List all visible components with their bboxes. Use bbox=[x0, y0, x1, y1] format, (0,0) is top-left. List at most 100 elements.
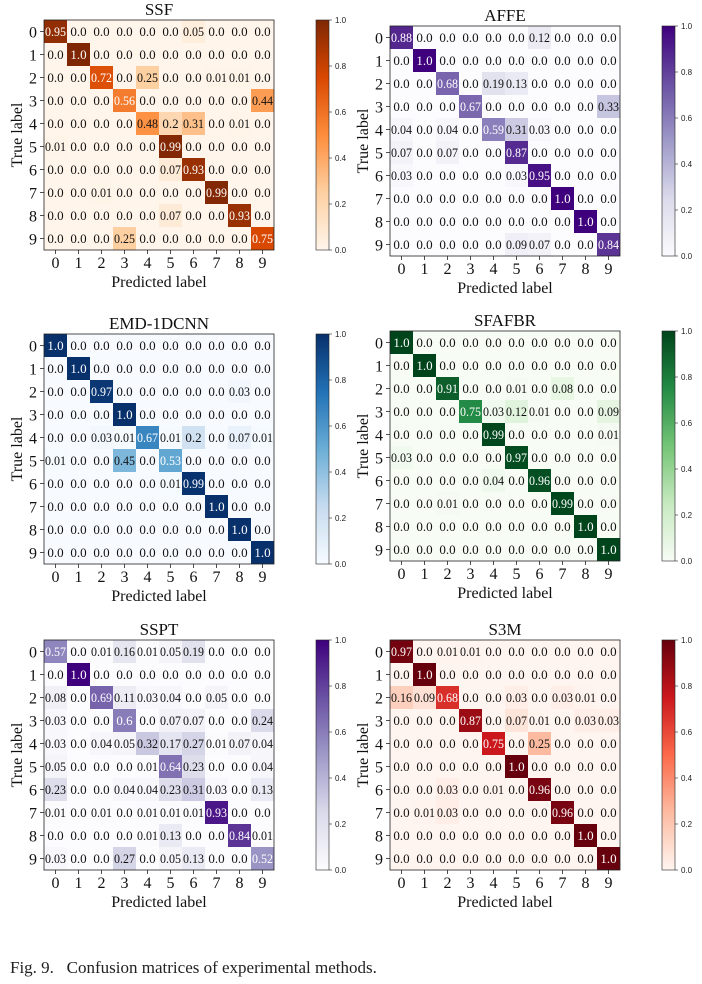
heatmap-cells bbox=[390, 640, 620, 870]
cell-value-label: 0.0 bbox=[185, 338, 201, 353]
heatmap-cell bbox=[67, 495, 90, 518]
heatmap-cell bbox=[251, 847, 274, 870]
colorbar-tick-label: 0.0 bbox=[681, 252, 693, 261]
cell-value-label: 0.68 bbox=[437, 690, 458, 705]
cell-value-label: 0.0 bbox=[485, 667, 501, 682]
cell-value-label: 1.0 bbox=[577, 214, 593, 229]
cell-value-label: 0.16 bbox=[114, 644, 135, 659]
cell-value-label: 1.0 bbox=[393, 335, 409, 350]
cell-value-label: 0.0 bbox=[577, 99, 593, 114]
colorbar-tick-label: 0.6 bbox=[335, 728, 347, 737]
cell-value-label: 0.0 bbox=[185, 70, 201, 85]
heatmap-cell bbox=[459, 72, 482, 95]
chart-title: SSF bbox=[145, 0, 173, 19]
heatmap-cell bbox=[113, 89, 136, 112]
cell-value-label: 0.0 bbox=[508, 667, 524, 682]
cell-value-label: 0.6 bbox=[116, 713, 133, 728]
heatmap-cell bbox=[574, 72, 597, 95]
heatmap-cell bbox=[67, 135, 90, 158]
cell-value-label: 0.0 bbox=[508, 782, 524, 797]
heatmap-cell bbox=[228, 20, 251, 43]
cell-value-label: 0.0 bbox=[162, 231, 178, 246]
y-tick-label: 9 bbox=[29, 852, 37, 869]
cell-value-label: 0.0 bbox=[93, 24, 109, 39]
y-tick-label: 3 bbox=[29, 714, 37, 731]
cell-value-label: 0.0 bbox=[93, 759, 109, 774]
heatmap-cell bbox=[113, 112, 136, 135]
cell-value-label: 0.0 bbox=[254, 162, 270, 177]
heatmap-cell bbox=[251, 20, 274, 43]
heatmap-cell bbox=[390, 663, 413, 686]
heatmap-cell bbox=[459, 377, 482, 400]
heatmap-cell bbox=[459, 400, 482, 423]
cell-value-label: 0.0 bbox=[393, 782, 409, 797]
cell-value-label: 0.0 bbox=[462, 805, 478, 820]
cell-value-label: 0.01 bbox=[437, 644, 458, 659]
y-tick-label: 6 bbox=[375, 783, 383, 800]
heatmap-cell bbox=[113, 357, 136, 380]
cell-value-label: 0.0 bbox=[116, 522, 132, 537]
cell-value-label: 0.53 bbox=[160, 453, 181, 468]
cell-value-label: 0.69 bbox=[91, 690, 112, 705]
heatmap-cell bbox=[413, 538, 436, 561]
heatmap-cell bbox=[182, 20, 205, 43]
heatmap-cell bbox=[436, 187, 459, 210]
cell-value-label: 0.0 bbox=[185, 407, 201, 422]
cell-value-label: 0.0 bbox=[439, 358, 455, 373]
heatmap-cell bbox=[505, 755, 528, 778]
cell-value-label: 0.0 bbox=[439, 450, 455, 465]
heatmap-cell bbox=[551, 377, 574, 400]
colorbar bbox=[661, 330, 676, 562]
heatmap-cell bbox=[390, 446, 413, 469]
cell-value-label: 0.04 bbox=[252, 759, 273, 774]
cell-value-label: 0.0 bbox=[185, 667, 201, 682]
cell-value-label: 0.0 bbox=[577, 381, 593, 396]
heatmap-cell bbox=[113, 227, 136, 250]
cell-value-label: 0.0 bbox=[577, 53, 593, 68]
cell-value-label: 0.0 bbox=[254, 24, 270, 39]
cell-value-label: 0.0 bbox=[185, 690, 201, 705]
colorbar-tick-label: 0.6 bbox=[681, 728, 693, 737]
cell-value-label: 0.0 bbox=[508, 519, 524, 534]
heatmap-cell bbox=[528, 515, 551, 538]
heatmap-cell bbox=[436, 331, 459, 354]
cell-value-label: 0.0 bbox=[600, 736, 616, 751]
heatmap-cell bbox=[159, 640, 182, 663]
cell-value-label: 0.0 bbox=[70, 139, 86, 154]
heatmap-cell bbox=[136, 112, 159, 135]
cell-value-label: 0.0 bbox=[508, 99, 524, 114]
y-tick-label: 5 bbox=[375, 760, 383, 777]
y-tick-label: 2 bbox=[375, 382, 383, 399]
heatmap-cell bbox=[482, 801, 505, 824]
heatmap-cell bbox=[436, 801, 459, 824]
cell-value-label: 0.07 bbox=[160, 208, 181, 223]
heatmap-cell bbox=[390, 755, 413, 778]
colorbar-tick-label: 1.0 bbox=[681, 636, 693, 645]
heatmap-cell bbox=[459, 49, 482, 72]
cell-value-label: 0.0 bbox=[93, 231, 109, 246]
cell-value-label: 0.0 bbox=[485, 828, 501, 843]
cell-value-label: 0.0 bbox=[185, 93, 201, 108]
cell-value-label: 0.04 bbox=[91, 736, 112, 751]
heatmap-cell bbox=[90, 778, 113, 801]
heatmap-cell bbox=[113, 449, 136, 472]
cell-value-label: 0.0 bbox=[70, 851, 86, 866]
cell-value-label: 0.0 bbox=[185, 522, 201, 537]
heatmap-cell bbox=[113, 732, 136, 755]
heatmap-cell bbox=[159, 686, 182, 709]
cell-value-label: 0.0 bbox=[439, 214, 455, 229]
heatmap-cell bbox=[574, 210, 597, 233]
cell-value-label: 0.0 bbox=[70, 208, 86, 223]
heatmap-cell bbox=[413, 732, 436, 755]
x-tick-label: 1 bbox=[75, 255, 83, 272]
heatmap-cell bbox=[528, 118, 551, 141]
cell-value-label: 0.03 bbox=[506, 168, 527, 183]
heatmap-cell bbox=[205, 380, 228, 403]
x-tick-label: 7 bbox=[559, 566, 567, 583]
cell-value-label: 0.27 bbox=[114, 851, 135, 866]
cell-value-label: 0.0 bbox=[531, 214, 547, 229]
heatmap-cell bbox=[551, 118, 574, 141]
cell-value-label: 0.0 bbox=[600, 805, 616, 820]
cell-value-label: 0.01 bbox=[183, 805, 204, 820]
heatmap-cell bbox=[67, 403, 90, 426]
